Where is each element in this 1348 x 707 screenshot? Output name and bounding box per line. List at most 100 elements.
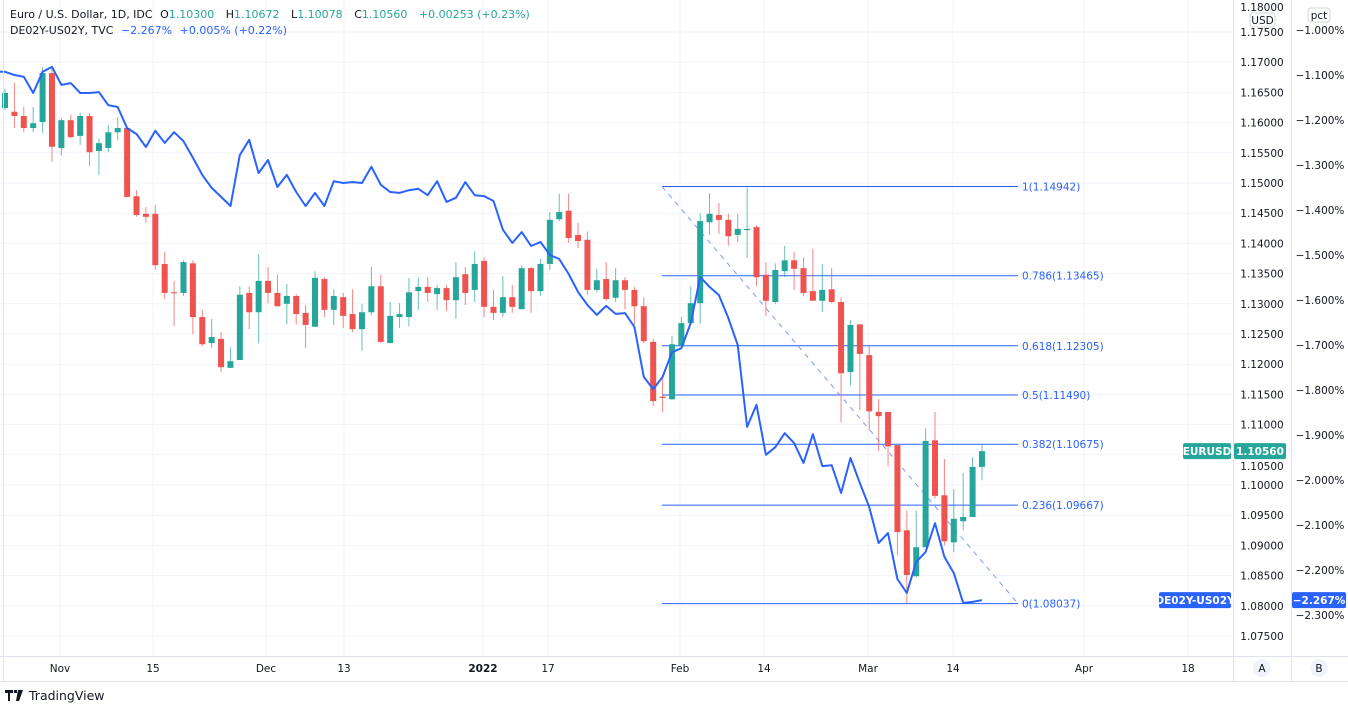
auto-scale-button-label: A <box>1258 663 1266 675</box>
candle-body <box>950 518 957 543</box>
pct-tick-label: −1.600% <box>1296 295 1345 307</box>
eurusd-price-tag <box>1234 443 1286 460</box>
candle <box>772 263 779 304</box>
candle-body <box>866 355 873 412</box>
candle-body <box>58 120 65 148</box>
fib-level-label: 0.786(1.13465) <box>1022 271 1104 283</box>
candle <box>152 204 159 270</box>
candle-body <box>443 288 450 301</box>
candle <box>969 457 976 518</box>
candle-body <box>932 440 939 496</box>
scale-scale-button[interactable] <box>1310 659 1328 677</box>
candle <box>791 251 798 290</box>
pct-tick-label: −1.200% <box>1296 115 1345 127</box>
candle-body <box>105 132 112 148</box>
overlay-series-de02y-us02y <box>0 65 983 604</box>
close-label: C <box>354 8 362 21</box>
candle-body <box>236 294 243 360</box>
price-tick-label: 1.11500 <box>1240 389 1283 401</box>
candle <box>706 193 713 235</box>
candle <box>584 231 591 295</box>
price-tick-label: 1.14500 <box>1240 208 1283 220</box>
candle <box>950 489 957 553</box>
candle-body <box>189 263 196 318</box>
candle-body <box>358 312 365 330</box>
candle <box>236 286 243 360</box>
candle <box>932 411 939 499</box>
candle <box>255 254 262 344</box>
candle-body <box>584 239 591 290</box>
tradingview-logo[interactable]: TradingView <box>5 688 105 703</box>
candle-body <box>537 263 544 292</box>
candle <box>941 459 948 546</box>
candle-body <box>969 466 976 518</box>
candle-body <box>668 344 675 400</box>
fib-level-label: 0.5(1.11490) <box>1022 390 1090 402</box>
candle-body <box>39 73 46 122</box>
candle <box>603 262 610 301</box>
candle-body <box>142 213 149 217</box>
candle-body <box>800 268 807 293</box>
candle-body <box>631 289 638 307</box>
candle <box>650 338 657 406</box>
auto-scale-button[interactable] <box>1253 659 1271 677</box>
candle <box>312 271 319 327</box>
candle <box>856 324 863 411</box>
time-tick-label: 2022 <box>468 663 497 675</box>
price-tick-label: 1.14000 <box>1240 238 1283 250</box>
eurusd-price-tag-label: 1.10560 <box>1236 446 1284 458</box>
candle <box>48 68 55 162</box>
price-tick-label: 1.17000 <box>1240 57 1283 69</box>
candle-body <box>11 111 18 116</box>
candle <box>133 190 140 217</box>
price-tick-label: 1.16500 <box>1240 87 1283 99</box>
candle <box>687 286 694 324</box>
time-tick-label: 15 <box>146 663 159 675</box>
candle-body <box>171 292 178 294</box>
candle <box>105 125 112 153</box>
candle-body <box>246 292 253 313</box>
candle <box>903 510 910 604</box>
price-tick-label: 1.11000 <box>1240 420 1283 432</box>
candle <box>875 399 882 452</box>
high-label: H <box>225 8 235 21</box>
candle <box>838 297 845 423</box>
candle-body <box>762 274 769 301</box>
candle-body <box>875 411 882 417</box>
pct-tick-label: −1.000% <box>1296 25 1345 37</box>
candle-body <box>706 213 713 223</box>
pct-tick-label: −1.400% <box>1296 205 1345 217</box>
candle-body <box>387 315 394 344</box>
candle <box>227 347 234 368</box>
price-tick-label: 1.08000 <box>1240 601 1283 613</box>
candle <box>368 266 375 316</box>
candle-body <box>640 306 647 342</box>
candle-body <box>161 263 168 293</box>
candle-body <box>819 289 826 301</box>
candle <box>960 472 967 531</box>
change-value: +0.00253 (+0.23%) <box>418 8 530 21</box>
candle <box>283 283 290 325</box>
candles <box>2 67 985 604</box>
candle <box>631 286 638 325</box>
pct-tick-label: −2.300% <box>1296 610 1345 622</box>
candle-body <box>546 219 553 264</box>
candle-body <box>396 314 403 318</box>
candle <box>509 285 516 313</box>
fibonacci-retracement[interactable]: 1(1.14942) 0.786(1.13465) 0.618(1.12305) 0.… <box>661 182 1104 611</box>
time-tick-label: Mar <box>858 663 878 675</box>
candle-body <box>2 93 8 109</box>
candle-body <box>922 440 929 548</box>
candle-body <box>687 303 694 324</box>
candle-body <box>377 286 384 342</box>
candle <box>847 320 854 386</box>
candle-body <box>828 289 835 302</box>
candle-body <box>20 115 27 129</box>
candle <box>894 445 901 556</box>
candle <box>142 207 149 223</box>
candle-body <box>903 530 910 575</box>
candle <box>452 262 459 319</box>
candle-body <box>847 324 854 373</box>
candle-body <box>894 445 901 533</box>
